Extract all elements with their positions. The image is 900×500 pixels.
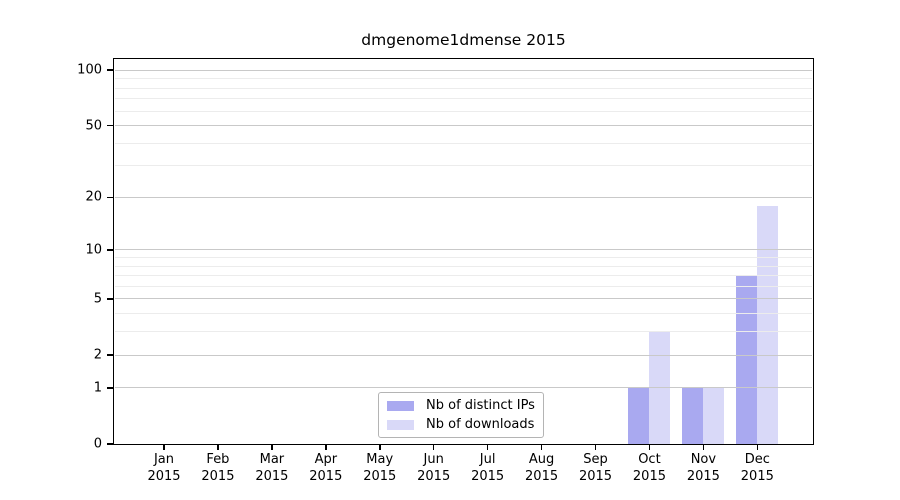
major-gridline-5 [115,298,812,300]
y-tick-label-1: 1 [93,380,102,396]
bar-oct-distinct-ips [628,387,650,444]
minor-gridline-4 [115,313,812,315]
y-tick-label-10: 10 [85,242,102,258]
y-tick-mark-50 [107,124,114,127]
x-tick-mark-nov [702,444,705,450]
major-gridline-20 [115,196,812,198]
legend: Nb of distinct IPs Nb of downloads [378,392,544,438]
major-gridline-1 [115,387,812,389]
minor-gridline-6 [115,285,812,287]
x-tick-mark-mar [271,444,273,450]
x-tick-label-may: May 2015 [363,452,397,484]
x-tick-mark-jun [432,444,435,450]
x-tick-mark-dec [756,444,759,450]
y-tick-label-0: 0 [93,436,102,452]
x-tick-mark-aug [540,444,543,450]
y-tick-label-5: 5 [93,291,102,307]
y-tick-label-20: 20 [85,189,102,205]
minor-gridline-8 [115,265,812,267]
y-tick-mark-0 [107,443,114,445]
x-tick-label-oct: Oct 2015 [632,452,666,484]
x-tick-label-jan: Jan 2015 [147,452,181,484]
x-tick-label-sep: Sep 2015 [578,452,613,484]
plot-area [114,59,813,444]
minor-gridline-60 [115,110,812,112]
x-tick-mark-sep [594,444,597,450]
y-tick-mark-20 [107,196,114,199]
y-tick-mark-1 [107,387,114,389]
x-tick-mark-oct [648,444,651,450]
bar-dec-distinct-ips [736,275,758,444]
y-tick-label-2: 2 [93,347,102,363]
bar-dec-downloads [757,205,779,444]
major-gridline-50 [115,125,812,127]
x-tick-mark-jan [163,444,165,450]
y-tick-mark-5 [107,298,114,300]
chart-title: dmgenome1dmense 2015 [361,31,566,49]
x-tick-label-dec: Dec 2015 [740,452,774,484]
x-tick-label-apr: Apr 2015 [309,452,343,484]
minor-gridline-3 [115,331,812,333]
minor-gridline-30 [115,165,812,167]
y-tick-label-100: 100 [77,62,102,78]
x-tick-mark-feb [217,444,219,450]
minor-gridline-9 [115,257,812,258]
bar-nov-downloads [703,387,725,444]
major-gridline-2 [115,354,812,356]
y-tick-mark-10 [107,248,114,251]
x-tick-label-nov: Nov 2015 [686,452,720,484]
x-tick-label-jun: Jun 2015 [417,452,451,484]
x-tick-label-mar: Mar 2015 [255,452,289,484]
major-gridline-100 [115,69,812,71]
x-tick-mark-apr [325,444,327,450]
minor-gridline-40 [115,142,812,144]
minor-gridline-7 [115,275,812,277]
x-tick-mark-jul [486,444,489,450]
x-tick-mark-may [378,444,381,450]
y-tick-mark-2 [107,354,114,356]
major-gridline-10 [115,249,812,251]
legend-swatch-downloads [387,419,414,430]
x-tick-label-aug: Aug 2015 [525,452,559,484]
bar-nov-distinct-ips [682,387,704,444]
legend-swatch-distinct-ips [387,400,414,411]
y-tick-mark-100 [107,69,114,71]
x-tick-label-jul: Jul 2015 [471,452,505,484]
y-tick-label-50: 50 [85,118,102,134]
legend-label-downloads: Nb of downloads [426,417,535,432]
minor-gridline-90 [115,78,812,80]
minor-gridline-80 [115,87,812,89]
x-tick-label-feb: Feb 2015 [201,452,235,484]
legend-row-downloads: Nb of downloads [379,417,543,432]
legend-row-distinct-ips: Nb of distinct IPs [379,398,543,413]
minor-gridline-70 [115,98,812,100]
legend-label-distinct-ips: Nb of distinct IPs [426,398,535,413]
